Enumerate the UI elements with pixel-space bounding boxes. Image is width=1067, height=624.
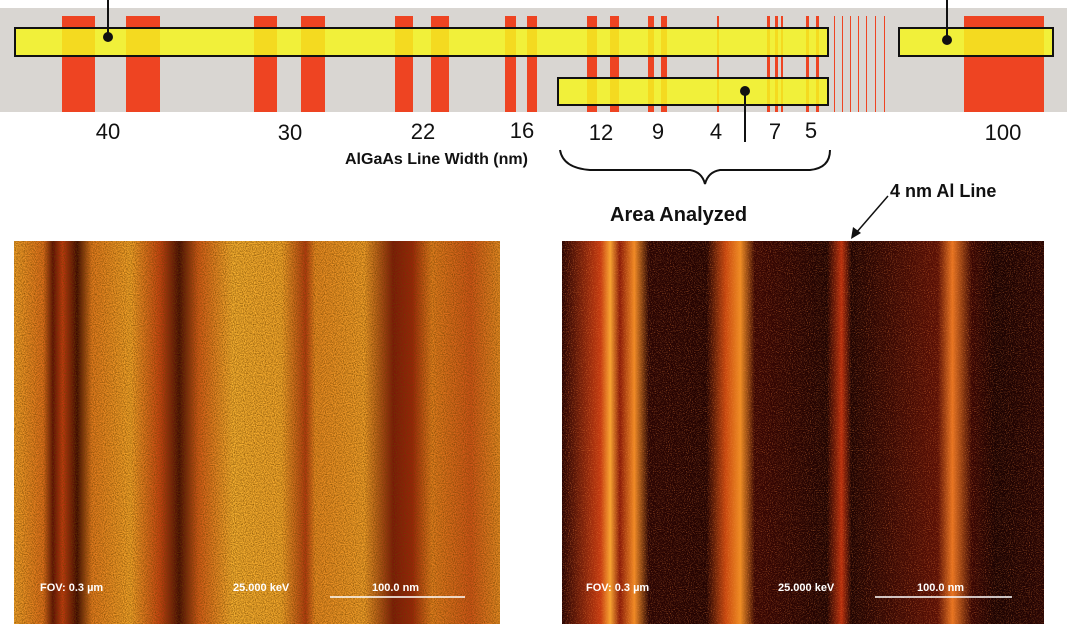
axis-caption: AlGaAs Line Width (nm): [345, 151, 528, 168]
map-bright-fov: FOV: 0.3 µm: [40, 582, 103, 594]
pointer-dot-right: [942, 35, 952, 45]
map-bright-energy: 25.000 keV: [233, 582, 290, 594]
algaas-line-25: [884, 16, 885, 112]
highlight-bar-main: [14, 27, 829, 57]
map-bright-scale-label: 100.0 nm: [372, 582, 419, 594]
algaas-line-10: [610, 16, 619, 112]
map-dark-fov: FOV: 0.3 µm: [586, 582, 649, 594]
algaas-line-12: [661, 16, 667, 112]
algaas-line-14: [767, 16, 770, 112]
width-label-22: 22: [411, 119, 435, 144]
elemental-map-bright: FOV: 0.3 µm 25.000 keV 100.0 nm: [14, 241, 500, 624]
algaas-line-16: [781, 16, 783, 112]
line-width-labels: 40 30 22 16 12 9 4 7 5 100: [96, 118, 1022, 145]
width-label-7: 7: [769, 119, 781, 144]
algaas-line-15: [775, 16, 778, 112]
al-line-label: 4 nm Al Line: [890, 181, 996, 201]
algaas-line-19: [834, 16, 835, 112]
elemental-map-dark: FOV: 0.3 µm 25.000 keV 100.0 nm: [562, 241, 1044, 624]
al-line-arrowhead: [851, 227, 861, 239]
algaas-line-7: [505, 16, 516, 112]
line-strip: [0, 0, 1067, 142]
highlight-bar-analyzed: [557, 77, 829, 106]
width-label-16: 16: [510, 118, 534, 143]
algaas-line-22: [858, 16, 859, 112]
algaas-line-24: [875, 16, 876, 112]
map-dark-energy: 25.000 keV: [778, 582, 835, 594]
map-dark-noise: [562, 241, 1044, 624]
width-label-5: 5: [805, 118, 817, 143]
width-label-9: 9: [652, 119, 664, 144]
algaas-line-8: [527, 16, 537, 112]
width-label-12: 12: [589, 120, 613, 145]
algaas-line-21: [850, 16, 851, 112]
algaas-line-9: [587, 16, 597, 112]
width-label-100: 100: [985, 120, 1022, 145]
map-dark-scale-label: 100.0 nm: [917, 582, 964, 594]
algaas-line-18: [816, 16, 819, 112]
algaas-line-20: [842, 16, 843, 112]
algaas-line-13: [717, 16, 719, 112]
highlight-bar-right: [898, 27, 1054, 57]
algaas-line-23: [866, 16, 867, 112]
width-label-4: 4: [710, 119, 722, 144]
width-label-40: 40: [96, 119, 120, 144]
algaas-line-11: [648, 16, 654, 112]
pointer-dot-left: [103, 32, 113, 42]
width-label-30: 30: [278, 120, 302, 145]
algaas-line-17: [806, 16, 809, 112]
area-analyzed-label: Area Analyzed: [610, 204, 747, 226]
analyzed-brace: [559, 149, 831, 185]
al-line-arrow: [855, 195, 889, 234]
map-bright-noise: [14, 241, 500, 624]
